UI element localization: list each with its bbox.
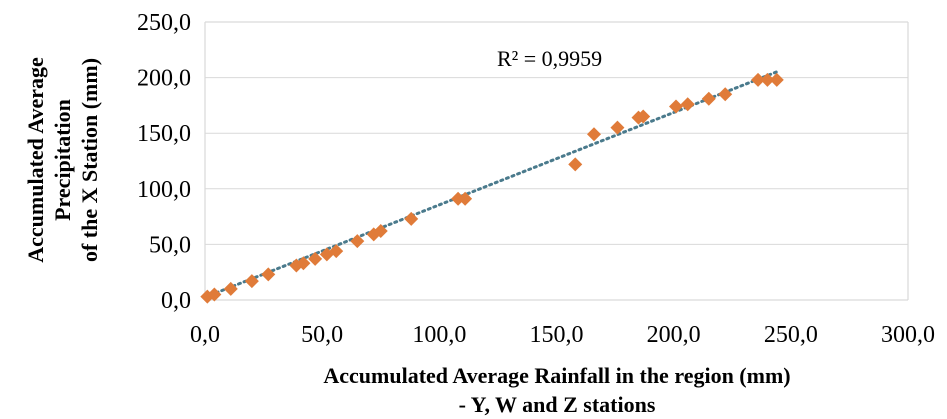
y-tick-label: 250,0 bbox=[137, 10, 191, 36]
data-point bbox=[451, 191, 466, 206]
x-tick-label: 100,0 bbox=[412, 322, 466, 348]
x-axis-title-line: - Y, W and Z stations bbox=[459, 392, 656, 417]
x-tick-label: 0,0 bbox=[190, 322, 220, 348]
y-axis-title: Accumulated AveragePrecipitationof the X… bbox=[23, 57, 102, 263]
data-point bbox=[760, 72, 775, 87]
data-point bbox=[751, 72, 766, 87]
data-point bbox=[568, 157, 583, 172]
data-point bbox=[769, 72, 784, 87]
data-point bbox=[680, 97, 695, 112]
y-tick-label: 200,0 bbox=[137, 66, 191, 92]
data-points bbox=[200, 72, 784, 304]
data-point bbox=[373, 224, 388, 239]
data-point bbox=[636, 109, 651, 124]
y-axis-title-line: of the X Station (mm) bbox=[77, 58, 102, 262]
axes bbox=[204, 21, 909, 301]
data-point bbox=[404, 211, 419, 226]
data-point bbox=[610, 120, 625, 135]
y-tick-label: 100,0 bbox=[137, 177, 191, 203]
data-point bbox=[718, 87, 733, 102]
data-point bbox=[308, 251, 323, 266]
x-tick-label: 50,0 bbox=[301, 322, 343, 348]
x-tick-labels: 0,0 50,0 100,0 150,0 200,0 250,0 300,0 bbox=[190, 322, 935, 348]
y-tick-label: 50,0 bbox=[149, 232, 191, 258]
y-tick-labels: 0,0 50,0 100,0 150,0 200,0 250,0 bbox=[137, 10, 191, 314]
data-point bbox=[207, 287, 222, 302]
x-axis-title: Accumulated Average Rainfall in the regi… bbox=[323, 363, 790, 417]
x-axis-title-line: Accumulated Average Rainfall in the regi… bbox=[323, 363, 790, 388]
r-squared-annotation: R² = 0,9959 bbox=[497, 46, 602, 71]
y-tick-label: 0,0 bbox=[161, 288, 191, 314]
data-point bbox=[329, 244, 344, 259]
data-point bbox=[261, 267, 276, 282]
x-tick-label: 200,0 bbox=[647, 322, 701, 348]
y-axis-title-line: Accumulated Average bbox=[23, 57, 48, 263]
data-point bbox=[223, 281, 238, 296]
data-point bbox=[701, 91, 716, 106]
x-tick-label: 250,0 bbox=[764, 322, 818, 348]
data-point bbox=[586, 127, 601, 142]
data-point bbox=[244, 274, 259, 289]
data-point bbox=[350, 234, 365, 249]
data-point bbox=[669, 99, 684, 114]
x-tick-label: 150,0 bbox=[530, 322, 584, 348]
data-point bbox=[296, 256, 311, 271]
y-tick-label: 150,0 bbox=[137, 121, 191, 147]
y-axis-title-line: Precipitation bbox=[50, 99, 75, 221]
x-tick-label: 300,0 bbox=[881, 322, 935, 348]
data-point bbox=[458, 191, 473, 206]
